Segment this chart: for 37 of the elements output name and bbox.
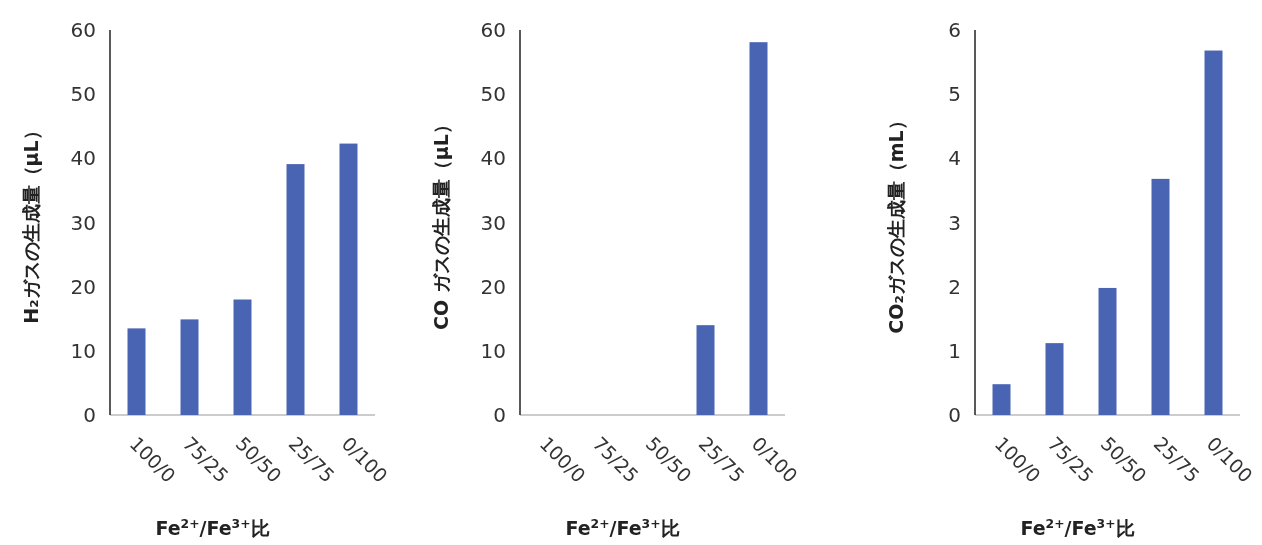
- x-axis-title: Fe$^{2+}$/Fe$^{3+}$比: [155, 517, 270, 539]
- bar: [127, 328, 146, 415]
- y-tick-label: 20: [70, 274, 96, 299]
- bar: [286, 164, 305, 415]
- y-tick-label: 40: [70, 146, 96, 171]
- y-tick-label: 10: [70, 338, 96, 363]
- y-tick-label: 6: [948, 18, 961, 42]
- bar: [992, 384, 1011, 415]
- y-tick-label: 10: [480, 338, 506, 363]
- y-tick-label: 60: [480, 18, 506, 42]
- y-tick-label: 40: [480, 146, 506, 171]
- y-tick-label: 20: [480, 274, 506, 299]
- y-tick-label: 5: [948, 82, 961, 107]
- x-axis-title: Fe$^{2+}$/Fe$^{3+}$比: [1020, 517, 1135, 539]
- y-tick-label: 60: [70, 18, 96, 42]
- bar: [339, 143, 358, 415]
- y-tick-label: 4: [948, 146, 961, 171]
- bar: [233, 299, 252, 415]
- bar: [1204, 50, 1223, 415]
- x-axis-title: Fe$^{2+}$/Fe$^{3+}$比: [565, 517, 680, 539]
- y-tick-label: 50: [70, 82, 96, 107]
- y-axis-title: H₂ガスの生成量（μL）: [20, 121, 42, 324]
- bar: [1045, 343, 1064, 415]
- y-tick-label: 0: [493, 403, 506, 427]
- y-axis-title: CO ガスの生成量（μL）: [430, 115, 452, 330]
- y-tick-label: 30: [70, 210, 96, 235]
- y-tick-label: 2: [948, 274, 961, 299]
- y-tick-label: 1: [948, 338, 961, 363]
- y-axis-title: CO₂ガスの生成量（mL）: [885, 111, 907, 334]
- y-tick-label: 0: [83, 403, 96, 427]
- bar: [180, 319, 199, 415]
- y-tick-label: 30: [480, 210, 506, 235]
- bar: [1098, 287, 1117, 415]
- y-tick-label: 50: [480, 82, 506, 107]
- bar: [1151, 178, 1170, 415]
- y-tick-label: 3: [948, 210, 961, 235]
- y-tick-label: 0: [948, 403, 961, 427]
